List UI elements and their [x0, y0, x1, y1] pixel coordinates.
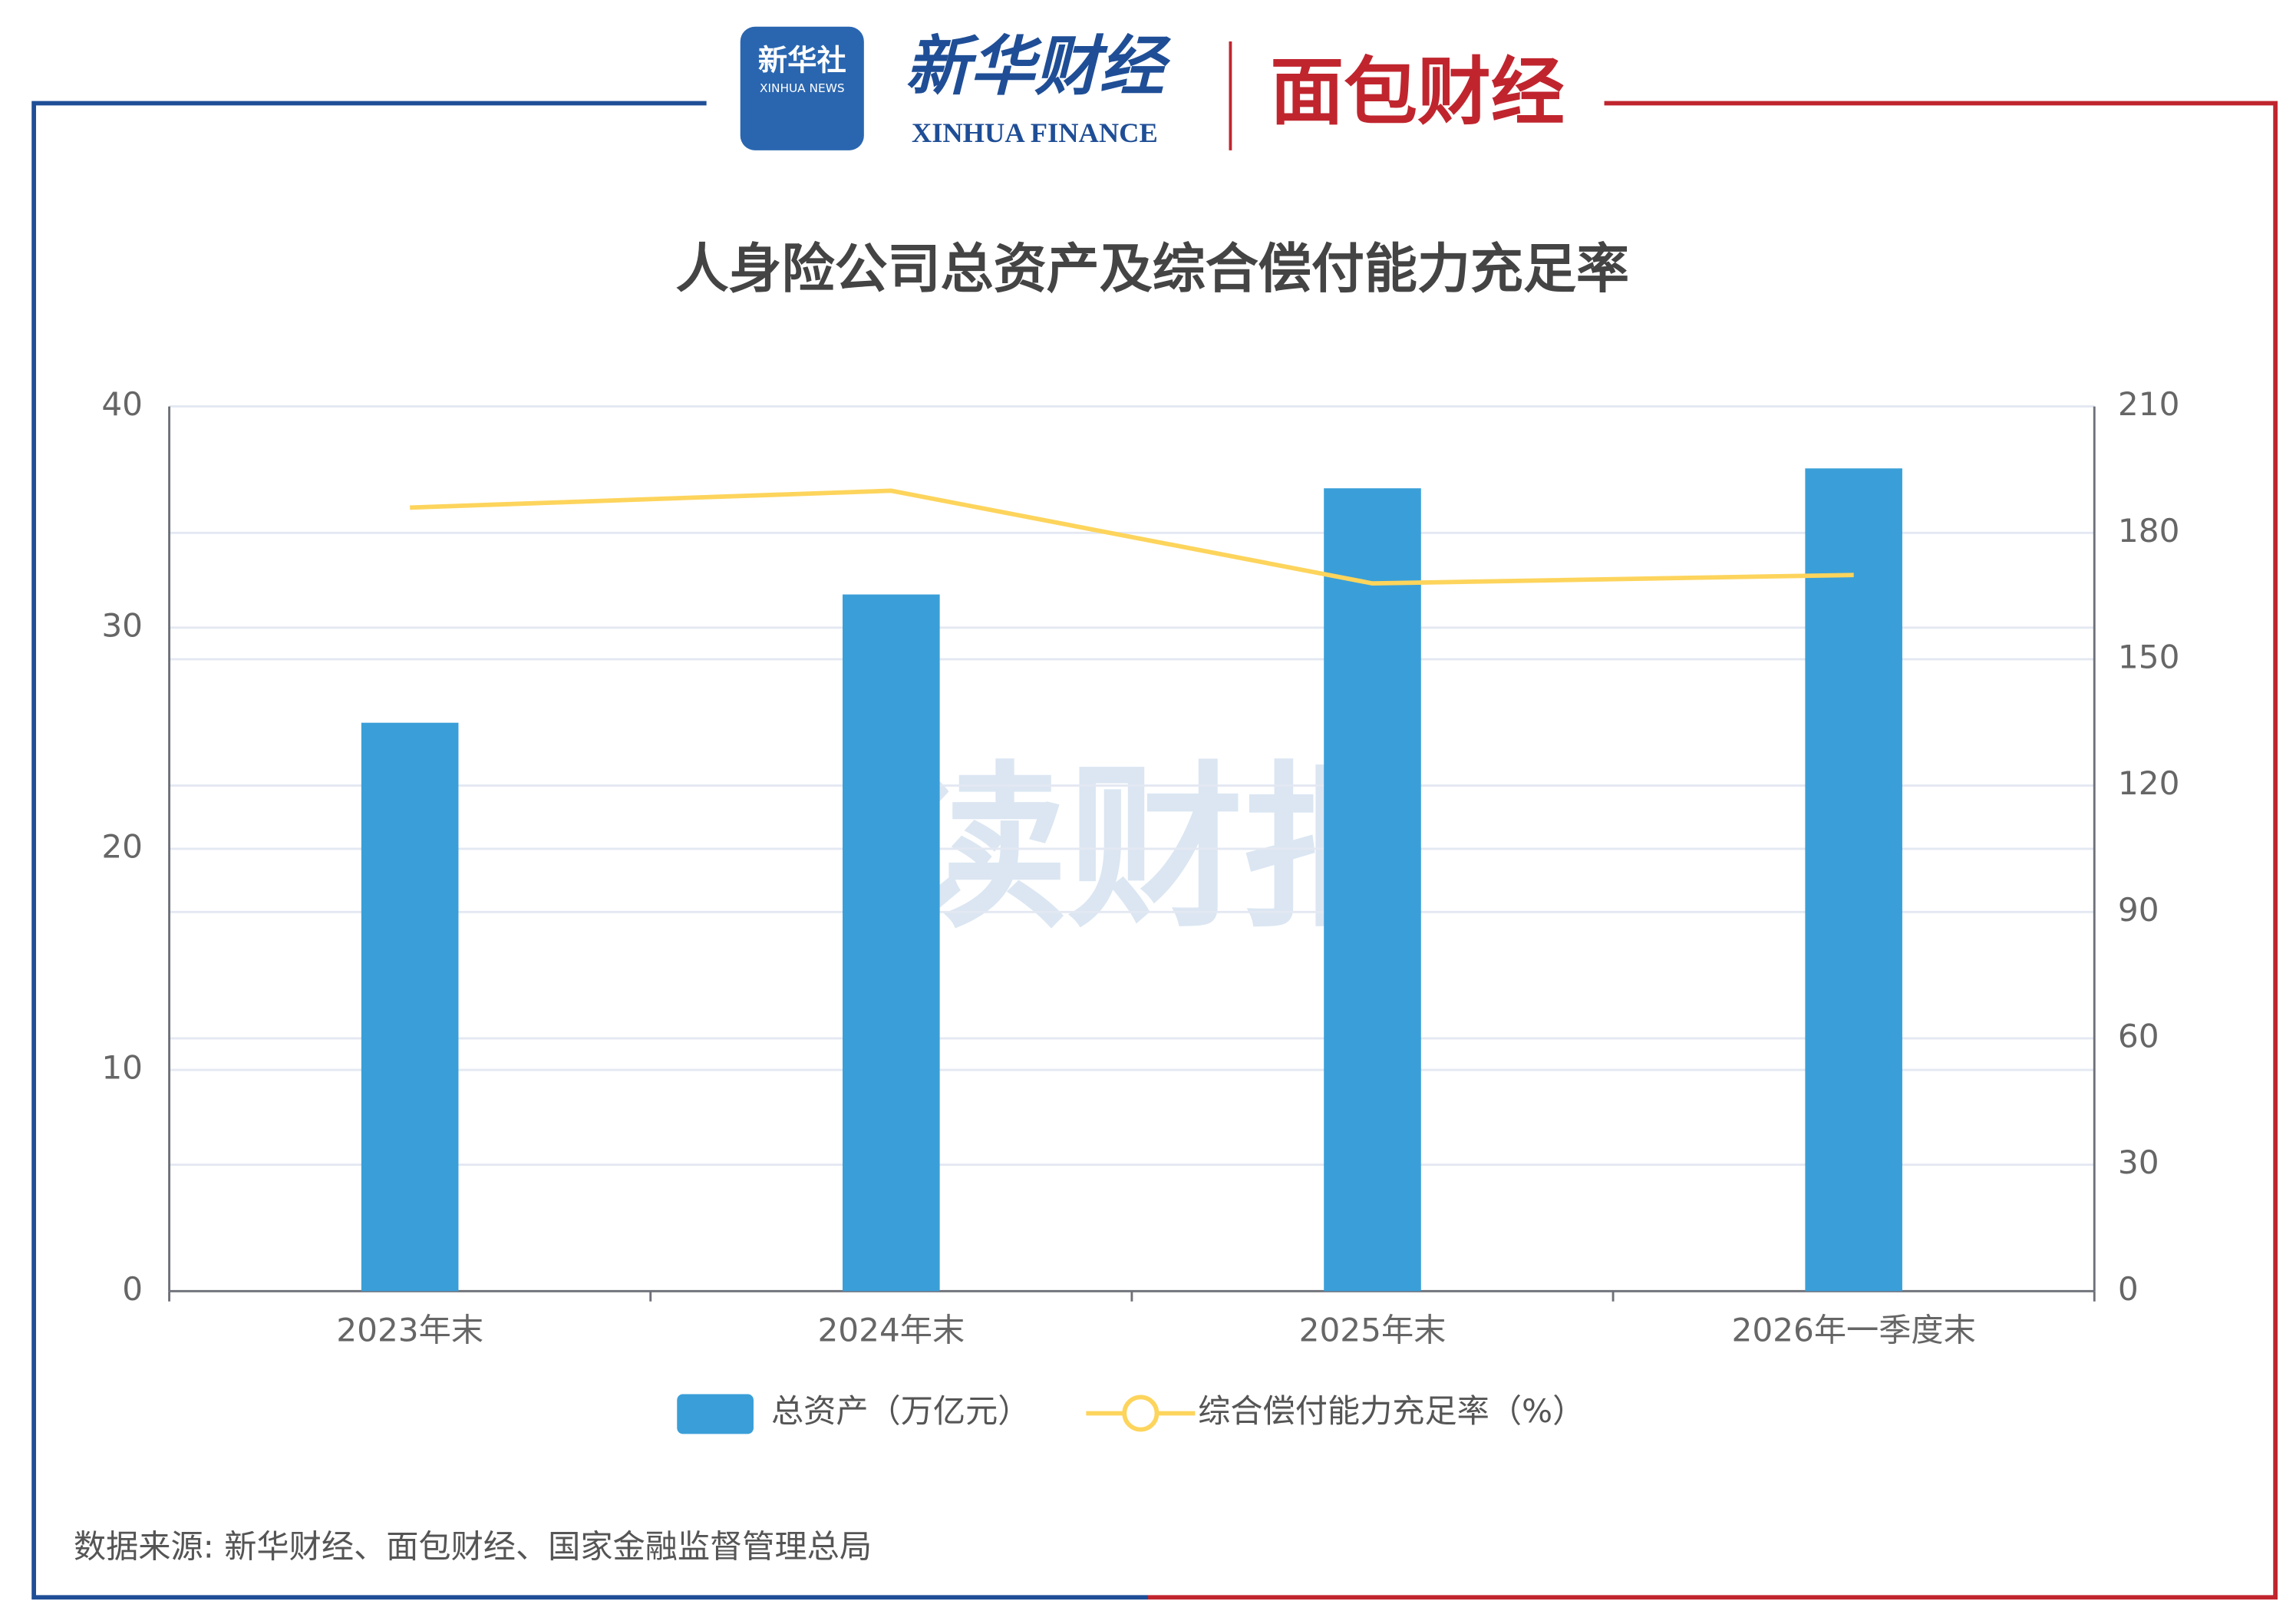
xinhua-finance-cn: 新华财经: [906, 28, 1172, 104]
bar: [361, 722, 459, 1292]
xinhua-logo: 新华社: [758, 43, 846, 78]
x-tick-label: 2023年末: [336, 1311, 483, 1348]
xinhua-logo-box: [740, 26, 864, 150]
y2-tick-label: 120: [2118, 764, 2180, 802]
y2-tick-label: 210: [2118, 385, 2180, 423]
y-tick-label: 20: [101, 827, 143, 865]
y-tick-label: 30: [101, 606, 143, 644]
legend-swatch: [677, 1394, 754, 1434]
chart-title: 人身险公司总资产及综合偿付能力充足率: [675, 239, 1629, 300]
bar: [1805, 468, 1902, 1292]
bar: [843, 594, 940, 1292]
y2-tick-label: 180: [2118, 512, 2180, 550]
y-tick-label: 40: [101, 385, 143, 423]
legend-swatch: [1122, 1395, 1160, 1432]
xinhua-news: XINHUA NEWS: [760, 81, 845, 95]
legend-label: 总资产（万亿元）: [771, 1392, 1031, 1430]
frame-right: [1148, 101, 2278, 1600]
x-tick-label: 2026年一季度末: [1732, 1311, 1976, 1348]
frame-left: [31, 101, 1148, 1600]
y-tick-label: 10: [101, 1049, 143, 1087]
mianbao: 面包财经: [1270, 49, 1565, 135]
plot: 0 10 20 30 40 0 30 60 90 120 150 180 210 2023年末 2024年末…: [101, 385, 2179, 1434]
legend-label: 综合偿付能力充足率（%）: [1198, 1392, 1585, 1430]
x-tick-label: 2024年末: [817, 1311, 965, 1348]
y-tick-label: 0: [122, 1270, 143, 1308]
y2-tick-label: 90: [2118, 891, 2159, 929]
y2-tick-label: 60: [2118, 1017, 2159, 1055]
line: [410, 488, 1854, 586]
x-tick-label: 2025年末: [1299, 1311, 1447, 1348]
bar: [1324, 488, 1421, 1292]
y2-tick-label: 150: [2118, 638, 2180, 675]
xinhua-finance-en: XINHUA FINANCE: [912, 117, 1158, 148]
y2-tick-label: 0: [2118, 1270, 2139, 1308]
source: 数据来源: 新华财经、面包财经、国家金融监督管理总局: [74, 1527, 872, 1565]
y2-tick-label: 30: [2118, 1144, 2159, 1181]
